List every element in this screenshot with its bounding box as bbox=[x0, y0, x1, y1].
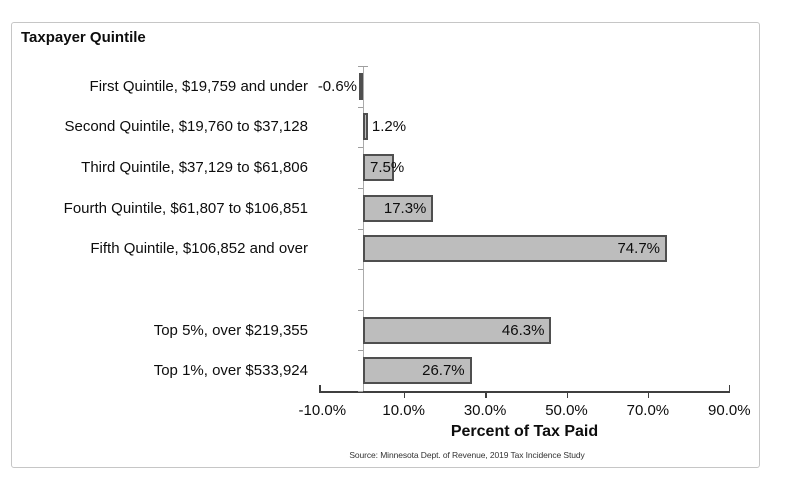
x-axis-end-tick bbox=[728, 385, 730, 391]
bar bbox=[363, 316, 552, 344]
bar bbox=[359, 72, 363, 100]
category-label: Second Quintile, $19,760 to $37,128 bbox=[64, 118, 308, 136]
x-axis-tick-label: 30.0% bbox=[463, 402, 507, 419]
y-axis-tick bbox=[358, 228, 363, 230]
y-axis-tick bbox=[358, 106, 363, 108]
category-label: First Quintile, $19,759 and under bbox=[89, 77, 308, 95]
y-axis-tick bbox=[358, 147, 363, 149]
x-axis-tick-label: -10.0% bbox=[298, 402, 347, 419]
y-axis-tick bbox=[358, 309, 363, 311]
x-axis-tick-label: 90.0% bbox=[708, 402, 751, 419]
category-label: Third Quintile, $37,129 to $61,806 bbox=[81, 159, 308, 177]
y-axis-tick bbox=[358, 350, 363, 352]
value-label: 1.2% bbox=[371, 118, 407, 136]
bar bbox=[363, 235, 668, 263]
x-axis-tick bbox=[403, 391, 406, 398]
value-label: 17.3% bbox=[383, 199, 427, 217]
value-label: -0.6% bbox=[317, 77, 357, 95]
category-label: Fourth Quintile, $61,807 to $106,851 bbox=[63, 199, 308, 217]
y-axis-tick bbox=[358, 391, 363, 392]
value-axis-line bbox=[319, 391, 730, 393]
source-note: Source: Minnesota Dept. of Revenue, 2019… bbox=[349, 450, 585, 460]
x-axis-title: Percent of Tax Paid bbox=[450, 423, 599, 440]
y-axis-tick bbox=[358, 187, 363, 189]
value-label: 7.5% bbox=[370, 159, 405, 177]
x-axis-tick-label: 10.0% bbox=[382, 402, 425, 419]
value-label: 26.7% bbox=[422, 362, 465, 380]
x-axis-tick-label: 50.0% bbox=[545, 402, 588, 419]
category-axis-line bbox=[363, 66, 364, 391]
chart-container: Taxpayer Quintile First Quintile, $19,75… bbox=[11, 22, 760, 468]
chart-title: Taxpayer Quintile bbox=[21, 29, 146, 46]
value-label: 74.7% bbox=[617, 240, 661, 258]
x-axis-tick bbox=[485, 391, 487, 398]
bar bbox=[363, 113, 368, 141]
x-axis-end-tick bbox=[319, 385, 321, 391]
category-label: Top 5%, over $219,355 bbox=[153, 321, 308, 339]
category-label: Fifth Quintile, $106,852 and over bbox=[90, 240, 308, 258]
x-axis-tick-label: 70.0% bbox=[626, 402, 670, 419]
category-label: Top 1%, over $533,924 bbox=[153, 362, 308, 380]
bar bbox=[363, 357, 472, 385]
bar bbox=[363, 154, 394, 182]
x-axis-tick bbox=[647, 391, 650, 398]
x-axis-tick bbox=[566, 391, 568, 398]
bar bbox=[363, 194, 434, 222]
y-axis-tick bbox=[363, 66, 368, 67]
y-axis-tick bbox=[358, 269, 363, 271]
y-axis-tick bbox=[358, 66, 363, 67]
value-label: 46.3% bbox=[501, 321, 545, 339]
